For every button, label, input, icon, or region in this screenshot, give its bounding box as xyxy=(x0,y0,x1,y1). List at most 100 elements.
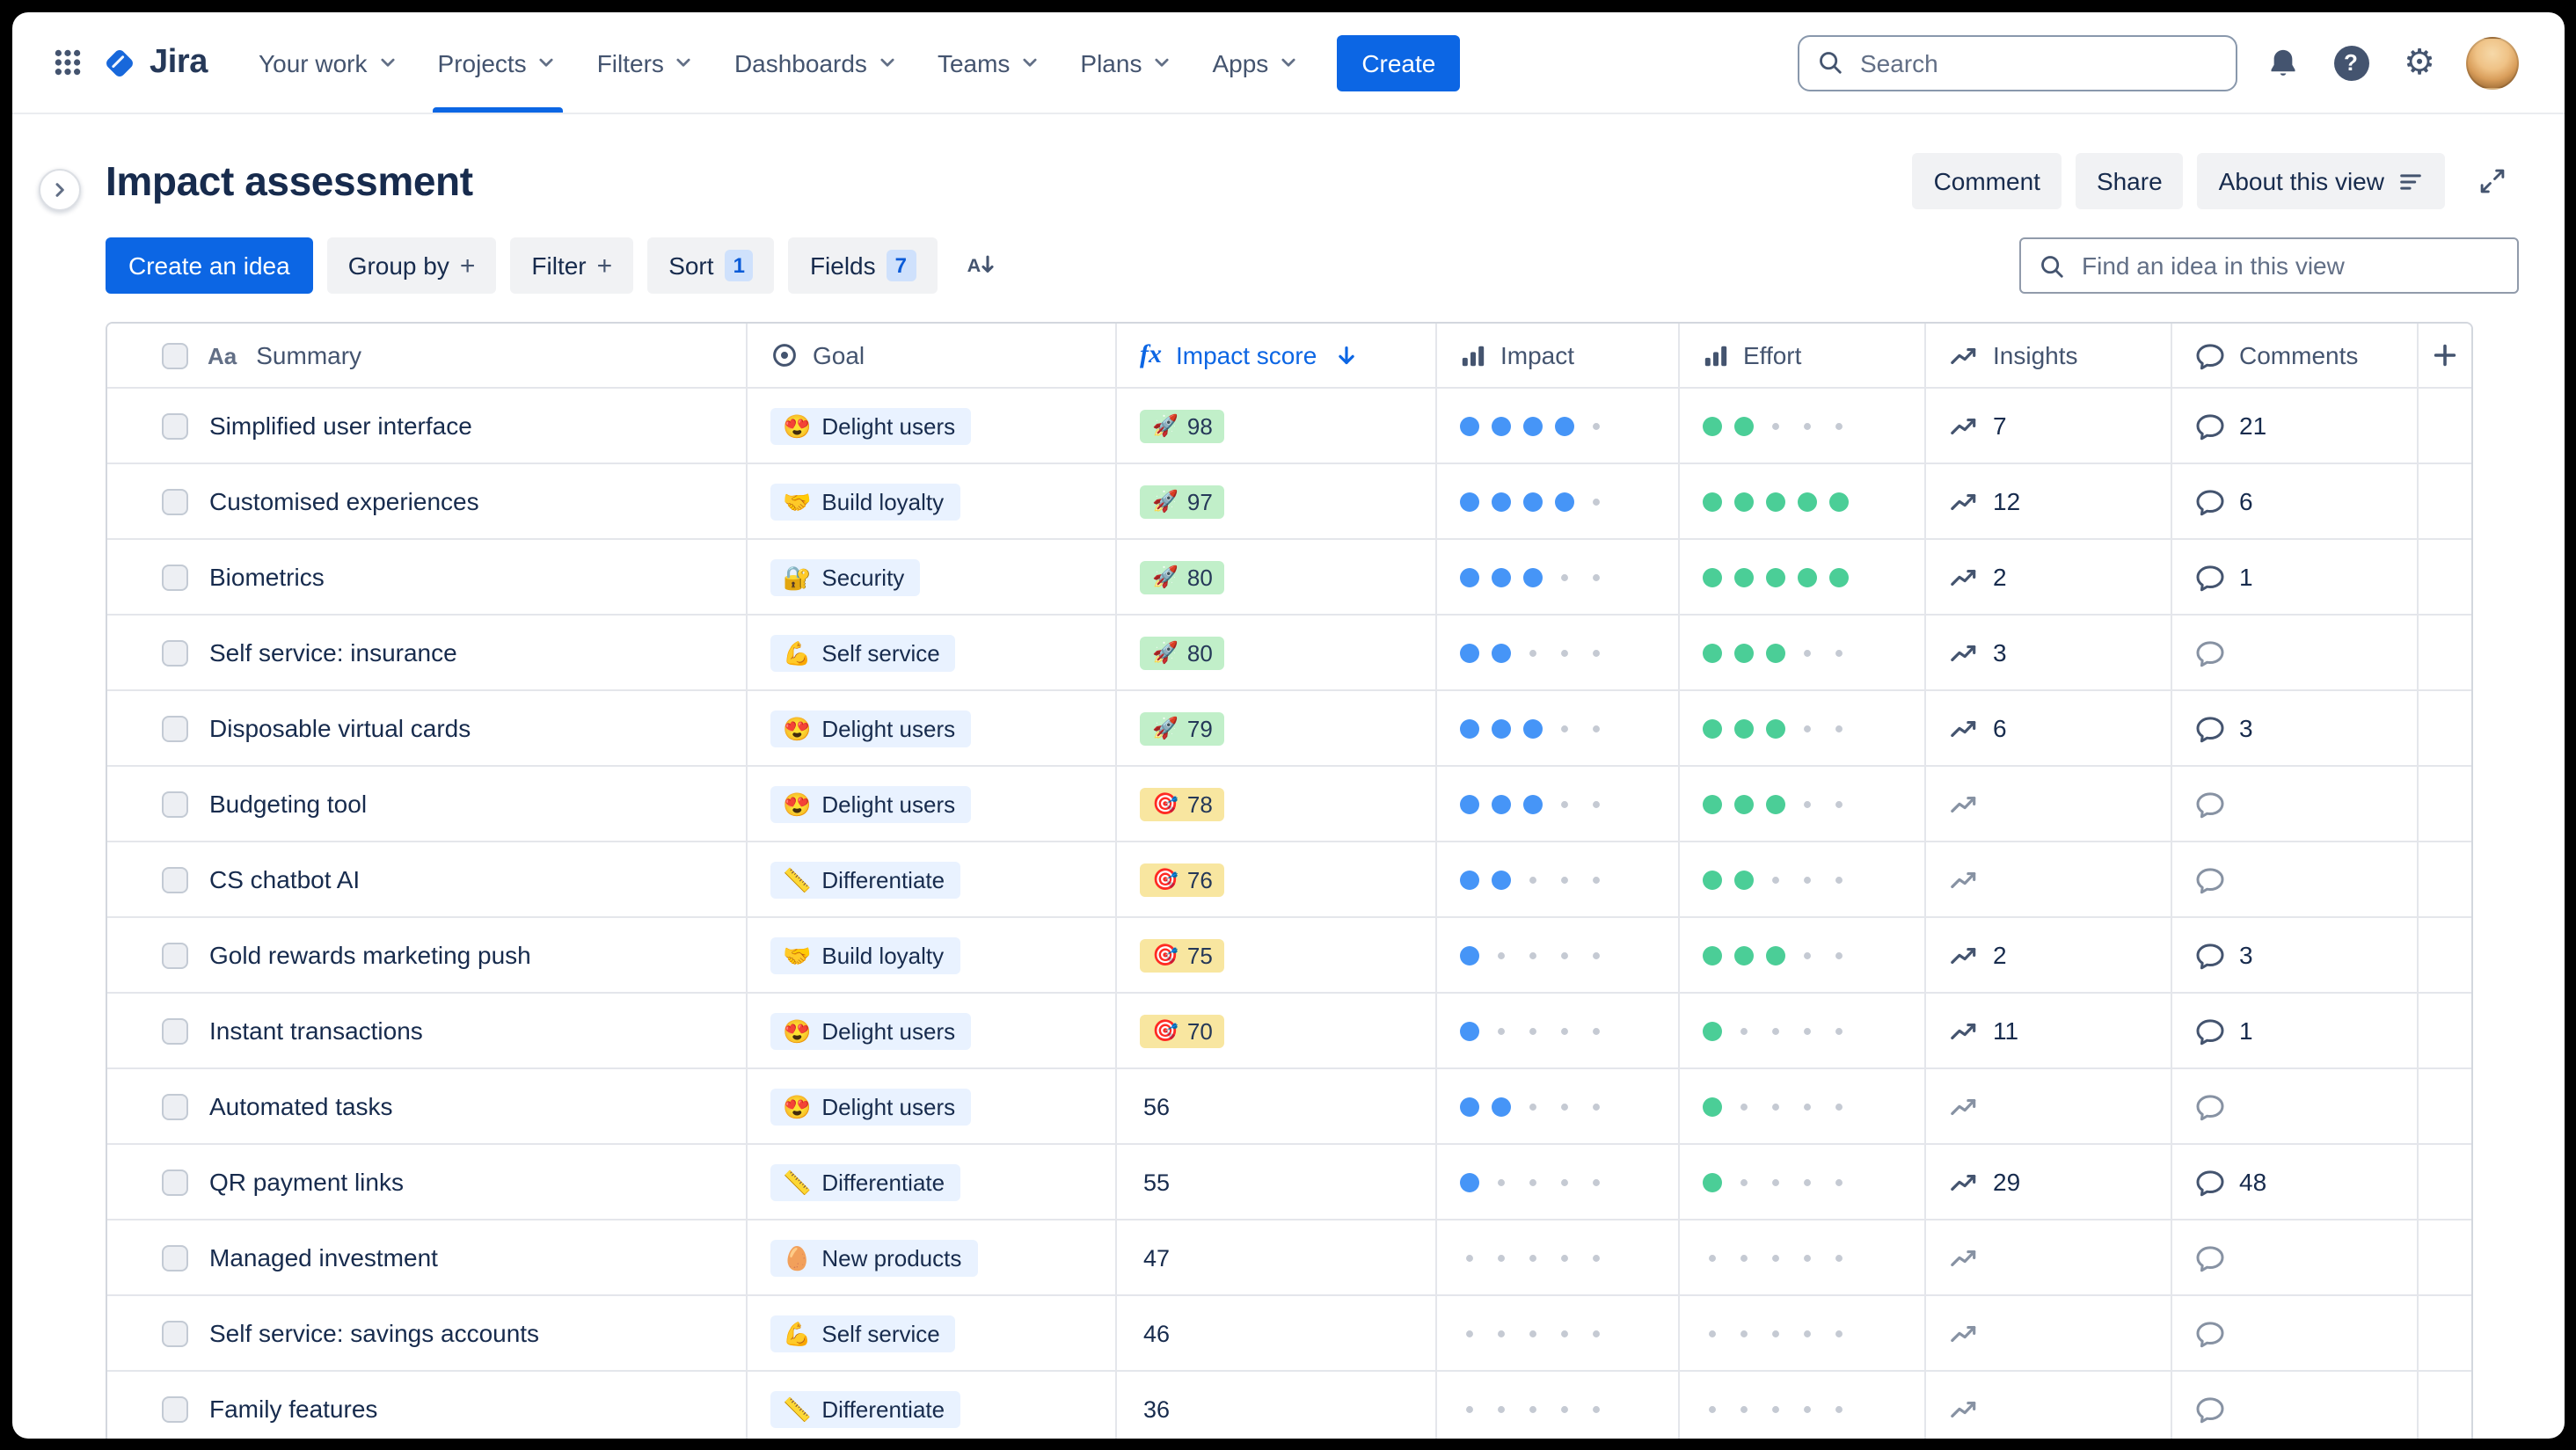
impact-rating[interactable] xyxy=(1437,464,1678,538)
effort-rating[interactable] xyxy=(1680,389,1924,463)
impact-score-cell[interactable]: 46 xyxy=(1117,1296,1435,1370)
row-checkbox[interactable] xyxy=(162,639,188,666)
table-row[interactable]: QR payment links 📏 Differentiate 55 29 48 xyxy=(107,1145,2471,1220)
row-checkbox[interactable] xyxy=(162,1093,188,1119)
impact-rating[interactable] xyxy=(1437,691,1678,765)
impact-rating[interactable] xyxy=(1437,1145,1678,1219)
effort-rating[interactable] xyxy=(1680,842,1924,916)
impact-score-cell[interactable]: 🚀 79 xyxy=(1117,691,1435,765)
goal-chip[interactable]: 📏 Differentiate xyxy=(770,1163,961,1200)
about-this-view-button[interactable]: About this view xyxy=(2197,153,2444,209)
effort-rating[interactable] xyxy=(1680,918,1924,992)
nav-item-apps[interactable]: Apps xyxy=(1196,12,1316,113)
insights[interactable]: 11 xyxy=(1926,994,2171,1067)
row-checkbox[interactable] xyxy=(162,488,188,514)
goal-chip[interactable]: 📏 Differentiate xyxy=(770,1390,961,1427)
effort-rating[interactable] xyxy=(1680,464,1924,538)
nav-item-teams[interactable]: Teams xyxy=(922,12,1057,113)
impact-score-cell[interactable]: 55 xyxy=(1117,1145,1435,1219)
comments[interactable]: 3 xyxy=(2172,691,2417,765)
impact-rating[interactable] xyxy=(1437,767,1678,841)
jira-logo[interactable]: Jira xyxy=(100,43,208,82)
insights[interactable] xyxy=(1926,1372,2171,1438)
impact-rating[interactable] xyxy=(1437,616,1678,689)
goal-chip[interactable]: 😍 Delight users xyxy=(770,1088,972,1125)
column-header-effort[interactable]: Effort xyxy=(1680,324,1926,389)
comments[interactable]: 1 xyxy=(2172,994,2417,1067)
goal-chip[interactable]: 😍 Delight users xyxy=(770,1012,972,1049)
comments[interactable]: 3 xyxy=(2172,918,2417,992)
goal-chip[interactable]: 📏 Differentiate xyxy=(770,861,961,898)
column-header-comments[interactable]: Comments xyxy=(2172,324,2419,389)
insights[interactable] xyxy=(1926,767,2171,841)
impact-score-cell[interactable]: 🚀 98 xyxy=(1117,389,1435,463)
effort-rating[interactable] xyxy=(1680,691,1924,765)
insights[interactable] xyxy=(1926,1069,2171,1143)
sidebar-expand-button[interactable] xyxy=(39,169,81,211)
impact-rating[interactable] xyxy=(1437,842,1678,916)
insights[interactable]: 3 xyxy=(1926,616,2171,689)
goal-chip[interactable]: 😍 Delight users xyxy=(770,407,972,444)
global-search[interactable] xyxy=(1797,34,2237,91)
impact-score-cell[interactable]: 🎯 78 xyxy=(1117,767,1435,841)
nav-item-projects[interactable]: Projects xyxy=(422,12,574,113)
effort-rating[interactable] xyxy=(1680,616,1924,689)
insights[interactable] xyxy=(1926,1220,2171,1294)
toolbar-chip-sort[interactable]: Sort 1 xyxy=(647,237,775,294)
impact-rating[interactable] xyxy=(1437,540,1678,614)
impact-score-cell[interactable]: 🚀 97 xyxy=(1117,464,1435,538)
row-checkbox[interactable] xyxy=(162,942,188,968)
column-header-impact[interactable]: Impact xyxy=(1437,324,1680,389)
table-row[interactable]: CS chatbot AI 📏 Differentiate 🎯 76 xyxy=(107,842,2471,918)
table-row[interactable]: Self service: savings accounts 💪 Self serv… xyxy=(107,1296,2471,1372)
row-checkbox[interactable] xyxy=(162,1017,188,1044)
table-row[interactable]: Gold rewards marketing push 🤝 Build loyalt… xyxy=(107,918,2471,994)
table-row[interactable]: Family features 📏 Differentiate 36 xyxy=(107,1372,2471,1438)
comments[interactable] xyxy=(2172,767,2417,841)
impact-rating[interactable] xyxy=(1437,1296,1678,1370)
insights[interactable]: 29 xyxy=(1926,1145,2171,1219)
row-checkbox[interactable] xyxy=(162,564,188,590)
comments[interactable] xyxy=(2172,842,2417,916)
table-row[interactable]: Biometrics 🔐 Security 🚀 80 2 1 xyxy=(107,540,2471,616)
impact-score-cell[interactable]: 🚀 80 xyxy=(1117,540,1435,614)
row-checkbox[interactable] xyxy=(162,1169,188,1195)
fullscreen-button[interactable] xyxy=(2465,155,2518,208)
column-header-goal[interactable]: Goal xyxy=(748,324,1117,389)
column-header-add[interactable] xyxy=(2419,324,2471,389)
row-checkbox[interactable] xyxy=(162,715,188,741)
effort-rating[interactable] xyxy=(1680,1145,1924,1219)
find-idea-search[interactable] xyxy=(2018,237,2518,294)
global-search-input[interactable] xyxy=(1857,47,2217,78)
table-row[interactable]: Simplified user interface 😍 Delight users 🚀… xyxy=(107,389,2471,464)
goal-chip[interactable]: 🔐 Security xyxy=(770,558,921,595)
insights[interactable] xyxy=(1926,842,2171,916)
nav-item-your-work[interactable]: Your work xyxy=(243,12,415,113)
help-button[interactable]: ? xyxy=(2328,40,2374,85)
row-checkbox[interactable] xyxy=(162,1320,188,1346)
goal-chip[interactable]: 😍 Delight users xyxy=(770,710,972,747)
table-row[interactable]: Instant transactions 😍 Delight users 🎯 70 11 1 xyxy=(107,994,2471,1069)
table-row[interactable]: Budgeting tool 😍 Delight users 🎯 78 xyxy=(107,767,2471,842)
comments[interactable] xyxy=(2172,616,2417,689)
impact-rating[interactable] xyxy=(1437,389,1678,463)
insights[interactable]: 6 xyxy=(1926,691,2171,765)
nav-item-filters[interactable]: Filters xyxy=(581,12,712,113)
goal-chip[interactable]: 😍 Delight users xyxy=(770,785,972,822)
create-idea-button[interactable]: Create an idea xyxy=(106,237,313,294)
effort-rating[interactable] xyxy=(1680,1372,1924,1438)
row-checkbox[interactable] xyxy=(162,412,188,439)
insights[interactable] xyxy=(1926,1296,2171,1370)
impact-score-cell[interactable]: 🎯 70 xyxy=(1117,994,1435,1067)
select-all-checkbox[interactable] xyxy=(162,342,188,368)
user-avatar[interactable] xyxy=(2465,36,2518,89)
create-button[interactable]: Create xyxy=(1337,34,1461,91)
comments[interactable] xyxy=(2172,1372,2417,1438)
toolbar-chip-fields[interactable]: Fields 7 xyxy=(788,237,938,294)
effort-rating[interactable] xyxy=(1680,1296,1924,1370)
app-switcher-button[interactable] xyxy=(40,36,93,89)
column-header-score[interactable]: fx Impact score xyxy=(1117,324,1437,389)
table-row[interactable]: Automated tasks 😍 Delight users 56 xyxy=(107,1069,2471,1145)
row-checkbox[interactable] xyxy=(162,1395,188,1422)
goal-chip[interactable]: 🤝 Build loyalty xyxy=(770,483,960,520)
